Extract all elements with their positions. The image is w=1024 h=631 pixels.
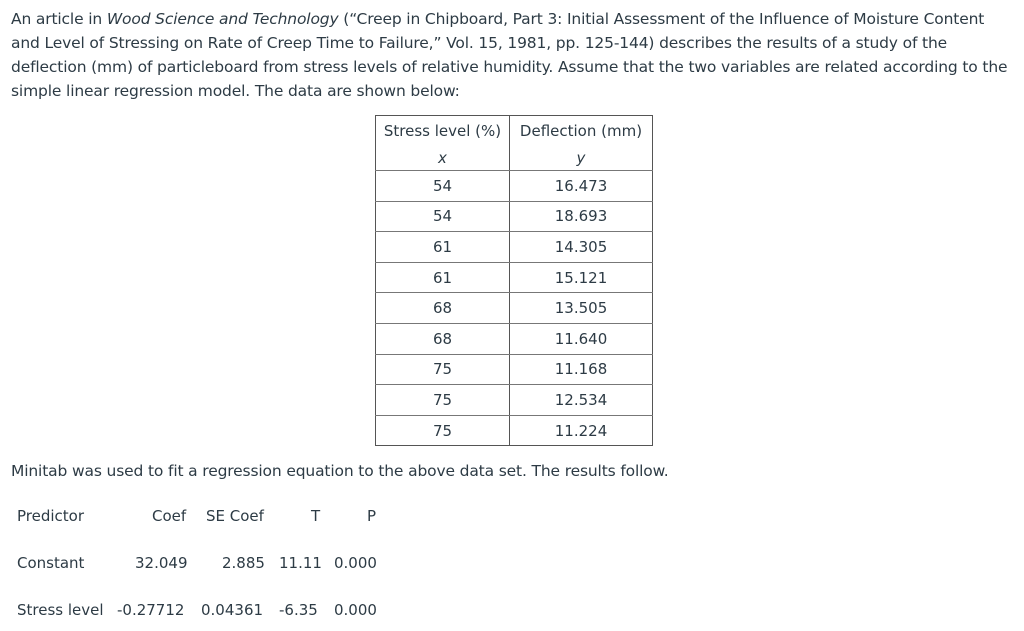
y-symbol: y (509, 145, 653, 171)
stress-coef: -0.27712 (117, 601, 185, 619)
constant-p: 0.000 (334, 554, 377, 572)
stress-cell: 75 (375, 415, 510, 447)
table-row: 68 13.505 (375, 292, 653, 324)
constant-se-coef: 2.885 (222, 554, 265, 572)
predictor-header: Predictor (17, 507, 85, 525)
table-row: 61 15.121 (375, 262, 653, 294)
stress-cell: 68 (375, 292, 510, 324)
deflection-cell: 16.473 (509, 170, 653, 202)
table-row: 54 18.693 (375, 201, 653, 233)
stress-cell: 68 (375, 323, 510, 355)
deflection-cell: 12.534 (509, 384, 653, 416)
table-row: 75 11.168 (375, 354, 653, 386)
x-symbol: x (375, 145, 510, 171)
intro-text-rest: (“Creep in Chipboard, Part 3: Initial As… (11, 10, 1008, 100)
table-row: 54 16.473 (375, 170, 653, 202)
deflection-cell: 11.168 (509, 354, 653, 386)
stress-predictor: Stress level (17, 601, 104, 619)
stress-se-coef: 0.04361 (201, 601, 264, 619)
deflection-header: Deflection (mm) (509, 115, 653, 145)
data-table: Stress level (%) Deflection (mm) x y 54 … (375, 115, 653, 447)
table-row: 68 11.640 (375, 323, 653, 355)
constant-predictor: Constant (17, 554, 85, 572)
stress-cell: 75 (375, 354, 510, 386)
se-coef-header: SE Coef (206, 507, 264, 525)
table-row: 75 11.224 (375, 415, 653, 447)
journal-title: Wood Science and Technology (106, 10, 339, 28)
stress-p: 0.000 (334, 601, 377, 619)
table-row: 75 12.534 (375, 384, 653, 416)
coef-header: Coef (152, 507, 187, 525)
stress-cell: 54 (375, 201, 510, 233)
deflection-cell: 18.693 (509, 201, 653, 233)
deflection-cell: 15.121 (509, 262, 653, 294)
stress-level-header: Stress level (%) (375, 115, 510, 145)
stress-cell: 61 (375, 231, 510, 263)
table-symbol-row: x y (375, 145, 653, 171)
deflection-cell: 11.224 (509, 415, 653, 447)
table-row: 61 14.305 (375, 231, 653, 263)
stress-cell: 61 (375, 262, 510, 294)
constant-t: 11.11 (279, 554, 322, 572)
deflection-cell: 14.305 (509, 231, 653, 263)
p-header: P (367, 507, 377, 525)
t-header: T (311, 507, 321, 525)
table-header-row: Stress level (%) Deflection (mm) (375, 115, 653, 145)
stress-cell: 75 (375, 384, 510, 416)
deflection-cell: 13.505 (509, 292, 653, 324)
stress-cell: 54 (375, 170, 510, 202)
deflection-cell: 11.640 (509, 323, 653, 355)
problem-intro: An article in Wood Science and Technolog… (11, 7, 1011, 103)
minitab-description: Minitab was used to fit a regression equ… (11, 462, 669, 480)
stress-t: -6.35 (279, 601, 318, 619)
intro-text-start: An article in (11, 10, 107, 28)
constant-coef: 32.049 (135, 554, 188, 572)
